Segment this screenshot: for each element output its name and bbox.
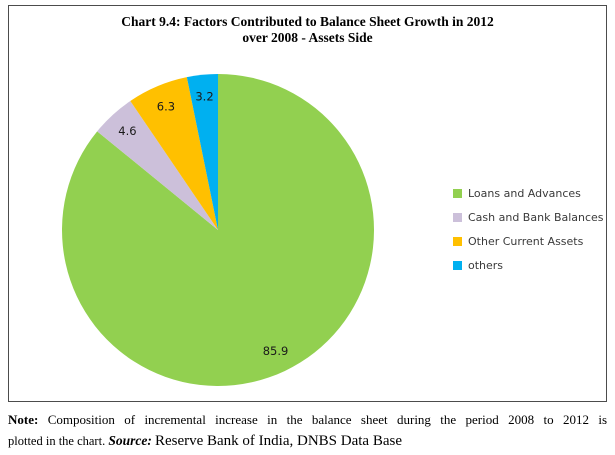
note-text-continued: plotted in the chart.: [8, 434, 106, 448]
legend-swatch-others: [453, 260, 462, 270]
pie-data-label-others: 3.2: [195, 90, 213, 104]
chart-frame: Chart 9.4: Factors Contributed to Balanc…: [8, 5, 607, 402]
chart-title-line-2: over 2008 - Assets Side: [242, 30, 373, 45]
legend-label: Cash and Bank Balances: [468, 210, 604, 224]
legend-label: Other Current Assets: [468, 234, 584, 248]
legend-swatch-loans-and-advances: [453, 188, 462, 198]
legend-swatch-cash-and-bank-balances: [453, 212, 462, 222]
note: Note: Composition of incremental increas…: [8, 411, 607, 451]
legend-item-cash-and-bank-balances: Cash and Bank Balances: [453, 205, 604, 229]
pie-chart-svg: 85.9 4.6 6.3 3.2: [62, 74, 375, 387]
chart-title: Chart 9.4: Factors Contributed to Balanc…: [9, 14, 606, 46]
note-line-1: Note: Composition of incremental increas…: [8, 411, 607, 429]
pie-data-label-other-current-assets: 6.3: [157, 99, 175, 113]
pie-slice-cash-and-bank-balances: [97, 100, 218, 230]
note-label: Note:: [8, 412, 39, 427]
pie-slice-loans-and-advances: [62, 74, 375, 387]
pie-chart: 85.9 4.6 6.3 3.2: [53, 65, 383, 395]
pie-data-label-cash-and-bank-balances: 4.6: [118, 124, 136, 138]
chart-title-line-1: Chart 9.4: Factors Contributed to Balanc…: [121, 14, 494, 29]
legend-swatch-other-current-assets: [453, 236, 462, 246]
note-line-2: plotted in the chart. Source: Reserve Ba…: [8, 431, 607, 451]
source-label: Source:: [108, 433, 152, 448]
legend-item-others: others: [453, 253, 604, 277]
pie-slice-others: [186, 74, 218, 230]
legend-label: others: [468, 258, 504, 272]
note-text: Composition of incremental increase in t…: [47, 412, 608, 427]
pie-slice-other-current-assets: [130, 77, 218, 230]
source-value: Reserve Bank of India, DNBS Data Base: [154, 433, 402, 449]
pie-data-label-loans-and-advances: 85.9: [263, 344, 289, 358]
legend: Loans and Advances Cash and Bank Balance…: [453, 181, 604, 277]
legend-label: Loans and Advances: [468, 186, 581, 200]
legend-item-other-current-assets: Other Current Assets: [453, 229, 604, 253]
legend-item-loans-and-advances: Loans and Advances: [453, 181, 604, 205]
